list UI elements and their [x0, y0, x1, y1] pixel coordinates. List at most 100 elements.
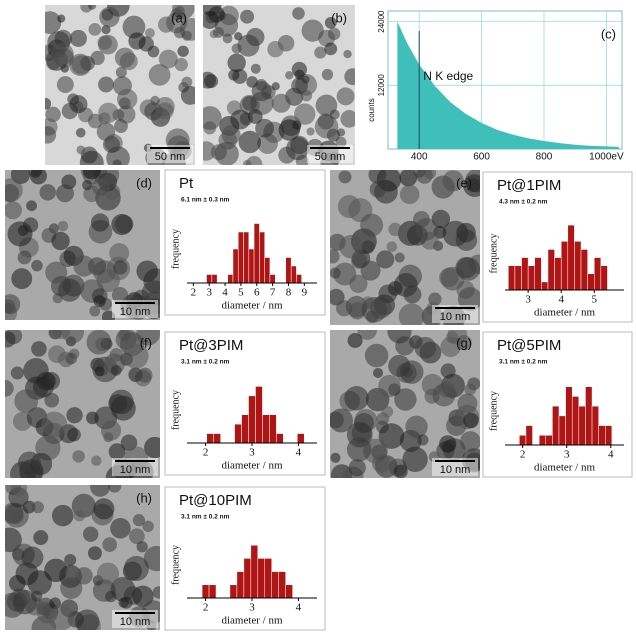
- particle: [94, 366, 105, 377]
- particle: [8, 575, 26, 592]
- particle: [5, 178, 23, 202]
- particle: [110, 576, 136, 602]
- x-tick-label: 3: [525, 294, 531, 306]
- particle: [294, 69, 305, 80]
- particle: [285, 71, 294, 80]
- particle: [114, 214, 134, 234]
- bar: [255, 386, 263, 444]
- particle: [301, 19, 324, 42]
- particle: [232, 69, 248, 84]
- bar: [558, 415, 566, 446]
- particle: [97, 35, 112, 50]
- x-axis-label: diameter / nm: [534, 462, 596, 474]
- particle: [76, 145, 86, 155]
- image-content: [330, 330, 480, 478]
- bar: [206, 274, 213, 284]
- y-axis-label: frequency: [488, 391, 499, 431]
- bar: [250, 544, 259, 599]
- particle: [17, 451, 41, 475]
- particle: [413, 211, 430, 228]
- image-content: [330, 170, 480, 325]
- particle: [69, 29, 87, 47]
- particle: [372, 367, 384, 379]
- particle: [336, 87, 355, 106]
- particle: [91, 455, 102, 466]
- x-tick-label: 1000eV: [589, 152, 624, 163]
- chart-subtitle: 6.1 nm ± 0.3 nm: [181, 197, 230, 204]
- panel-label: (c): [601, 26, 616, 41]
- particle: [364, 343, 389, 368]
- particle: [381, 405, 394, 418]
- tem-image: (e) 10 nm: [330, 170, 480, 325]
- particle: [128, 32, 146, 50]
- particle: [136, 541, 148, 553]
- x-tick-label: 4: [558, 294, 564, 306]
- particle: [81, 179, 93, 191]
- bar: [285, 257, 292, 284]
- particle: [301, 75, 310, 84]
- particle: [90, 485, 111, 497]
- particle: [96, 562, 120, 585]
- chart-subtitle: 3.1 nm ± 0.2 nm: [181, 514, 230, 521]
- particle: [48, 604, 75, 630]
- particle: [455, 229, 478, 251]
- particle: [73, 510, 85, 522]
- bar: [234, 423, 242, 444]
- particle: [292, 7, 305, 20]
- bar: [243, 558, 252, 599]
- tem-image: (h) 10 nm: [5, 485, 160, 630]
- chart-title: Pt@10PIM: [179, 492, 252, 509]
- particle: [314, 114, 339, 139]
- bar: [565, 386, 573, 446]
- particle: [456, 257, 480, 281]
- y-axis-label: frequency: [170, 545, 181, 585]
- particle: [98, 102, 119, 123]
- chart-subtitle: 4.3 nm ± 0.2 nm: [499, 199, 548, 206]
- x-axis-label: diameter / nm: [534, 307, 596, 319]
- particle: [87, 546, 102, 561]
- bar: [237, 231, 244, 284]
- bar: [554, 257, 562, 291]
- bar: [248, 395, 256, 444]
- chart-frame: [482, 331, 633, 478]
- particle: [141, 280, 160, 306]
- particle: [180, 86, 195, 105]
- particle: [214, 141, 239, 165]
- particle: [439, 435, 457, 453]
- particle: [65, 352, 78, 365]
- bar: [248, 248, 255, 284]
- particle: [349, 274, 368, 293]
- particle: [330, 411, 344, 429]
- particle: [173, 26, 186, 39]
- particle: [93, 498, 115, 520]
- particle: [230, 109, 251, 130]
- particle: [52, 330, 71, 339]
- particle: [33, 530, 49, 546]
- particle: [145, 28, 155, 38]
- particle: [102, 537, 118, 552]
- scale-bar-bg: [112, 458, 158, 476]
- particle: [294, 103, 316, 125]
- particle: [231, 43, 242, 54]
- bar: [560, 241, 569, 291]
- particle: [137, 367, 153, 383]
- bar: [290, 265, 297, 284]
- tem-image: (d) 10 nm: [5, 170, 160, 320]
- particle: [324, 16, 337, 29]
- bar: [527, 265, 536, 291]
- particle: [460, 431, 480, 452]
- x-axis-label: diameter / nm: [221, 615, 283, 627]
- particle: [7, 221, 33, 247]
- x-tick-label: 4: [296, 447, 302, 459]
- chart-title: Pt: [179, 175, 194, 192]
- particle: [10, 366, 24, 380]
- particle: [360, 260, 381, 281]
- bar: [269, 274, 276, 284]
- particle: [306, 127, 315, 136]
- particle: [44, 558, 68, 583]
- particle: [119, 52, 138, 71]
- bar: [567, 224, 575, 291]
- x-tick-label: 400: [411, 152, 428, 163]
- y-tick-label: 12000: [377, 74, 386, 97]
